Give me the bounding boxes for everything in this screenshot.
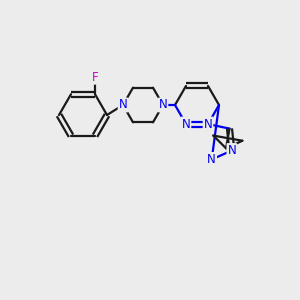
Text: N: N	[182, 118, 190, 130]
Text: N: N	[204, 118, 212, 130]
Text: N: N	[159, 98, 167, 112]
Text: N: N	[207, 153, 216, 166]
Text: F: F	[92, 71, 98, 84]
Text: N: N	[227, 144, 236, 157]
Text: N: N	[118, 98, 127, 112]
